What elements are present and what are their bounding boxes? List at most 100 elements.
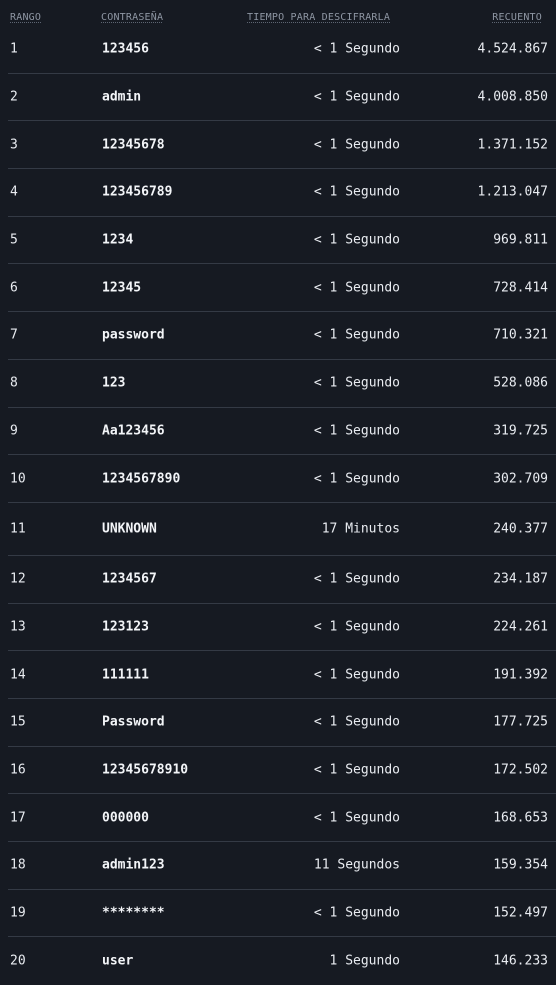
password-cell: 1234567890 [102,471,181,487]
rank-cell: 20 [10,953,26,969]
header-rank[interactable]: RANGO [10,12,42,23]
time-to-crack-cell: < 1 Segundo [313,667,400,683]
count-cell: 168.653 [493,810,548,826]
count-cell: 159.354 [493,857,548,873]
table-row: 18 admin123 11 Segundos 159.354 [8,842,556,890]
table-row: 14 111111 < 1 Segundo 191.392 [8,651,556,699]
table-row: 12 1234567 < 1 Segundo 234.187 [8,556,556,604]
time-to-crack-cell: < 1 Segundo [313,137,400,153]
rank-cell: 16 [10,762,26,778]
count-cell: 224.261 [493,619,548,635]
table-row: 9 Aa123456 < 1 Segundo 319.725 [8,408,556,456]
rank-cell: 1 [10,41,18,57]
password-cell: admin123 [102,857,165,873]
time-to-crack-cell: < 1 Segundo [313,280,400,296]
count-cell: 710.321 [493,327,548,343]
count-cell: 172.502 [493,762,548,778]
time-to-crack-cell: < 1 Segundo [313,232,400,248]
rank-cell: 11 [10,521,26,537]
table-row: 13 123123 < 1 Segundo 224.261 [8,604,556,652]
header-count[interactable]: RECUENTO [492,12,542,23]
time-to-crack-cell: 11 Segundos [313,857,400,873]
count-cell: 152.497 [493,905,548,921]
table-row: 17 000000 < 1 Segundo 168.653 [8,794,556,842]
rank-cell: 3 [10,137,18,153]
password-cell: 123456789 [102,184,173,200]
time-to-crack-cell: < 1 Segundo [313,905,400,921]
rank-cell: 17 [10,810,26,826]
password-cell: 123 [102,375,126,391]
password-cell: user [102,953,134,969]
rank-cell: 8 [10,375,18,391]
header-password[interactable]: CONTRASEÑA [101,12,164,23]
table-row: 3 12345678 < 1 Segundo 1.371.152 [8,121,556,170]
table-row: 19 ******** < 1 Segundo 152.497 [8,890,556,938]
password-cell: admin [102,89,142,105]
time-to-crack-cell: < 1 Segundo [313,571,400,587]
count-cell: 728.414 [493,280,548,296]
rank-cell: 19 [10,905,26,921]
count-cell: 234.187 [493,571,548,587]
count-cell: 528.086 [493,375,548,391]
password-cell: 12345678 [102,137,165,153]
password-cell: ******** [102,905,165,921]
count-cell: 969.811 [493,232,548,248]
password-cell: 1234567 [102,571,157,587]
rank-cell: 5 [10,232,18,248]
time-to-crack-cell: 1 Segundo [329,953,400,969]
table-row: 7 password < 1 Segundo 710.321 [8,312,556,360]
password-cell: 111111 [102,667,149,683]
time-to-crack-cell: < 1 Segundo [313,471,400,487]
rank-cell: 10 [10,471,26,487]
time-to-crack-cell: < 1 Segundo [313,41,400,57]
table-row: 10 1234567890 < 1 Segundo 302.709 [8,455,556,503]
count-cell: 1.371.152 [477,137,548,153]
table-row: 8 123 < 1 Segundo 528.086 [8,360,556,408]
password-cell: 123123 [102,619,149,635]
password-cell: 1234 [102,232,134,248]
password-cell: password [102,327,165,343]
password-cell: 000000 [102,810,149,826]
count-cell: 4.524.867 [477,41,548,57]
rank-cell: 13 [10,619,26,635]
time-to-crack-cell: < 1 Segundo [313,423,400,439]
table-row: 1 123456 < 1 Segundo 4.524.867 [8,26,556,74]
table-row: 6 12345 < 1 Segundo 728.414 [8,264,556,313]
table-row: 2 admin < 1 Segundo 4.008.850 [8,74,556,122]
rank-cell: 9 [10,423,18,439]
password-cell: Password [102,714,165,730]
time-to-crack-cell: < 1 Segundo [313,327,400,343]
header-time-to-crack[interactable]: TIEMPO PARA DESCIFRARLA [247,12,391,23]
time-to-crack-cell: < 1 Segundo [313,184,400,200]
time-to-crack-cell: < 1 Segundo [313,619,400,635]
time-to-crack-cell: < 1 Segundo [313,762,400,778]
count-cell: 1.213.047 [477,184,548,200]
table-body: 1 123456 < 1 Segundo 4.524.867 2 admin < 1 Seg… [8,26,556,985]
time-to-crack-cell: < 1 Segundo [313,89,400,105]
password-cell: 123456 [102,41,149,57]
table-row: 16 12345678910 < 1 Segundo 172.502 [8,747,556,795]
count-cell: 240.377 [493,521,548,537]
table-row: 20 user 1 Segundo 146.233 [8,937,556,985]
count-cell: 146.233 [493,953,548,969]
rank-cell: 4 [10,184,18,200]
password-cell: UNKNOWN [102,521,157,537]
rank-cell: 6 [10,280,18,296]
rank-cell: 12 [10,571,26,587]
table-row: 4 123456789 < 1 Segundo 1.213.047 [8,169,556,217]
table-row: 5 1234 < 1 Segundo 969.811 [8,217,556,265]
time-to-crack-cell: < 1 Segundo [313,810,400,826]
rank-cell: 18 [10,857,26,873]
password-cell: Aa123456 [102,423,165,439]
count-cell: 177.725 [493,714,548,730]
rank-cell: 15 [10,714,26,730]
count-cell: 4.008.850 [477,89,548,105]
rank-cell: 7 [10,327,18,343]
password-cell: 12345 [102,280,142,296]
count-cell: 319.725 [493,423,548,439]
time-to-crack-cell: < 1 Segundo [313,375,400,391]
table-header: RANGO CONTRASEÑA TIEMPO PARA DESCIFRARLA… [8,0,556,26]
password-cell: 12345678910 [102,762,189,778]
time-to-crack-cell: 17 Minutos [321,521,400,537]
